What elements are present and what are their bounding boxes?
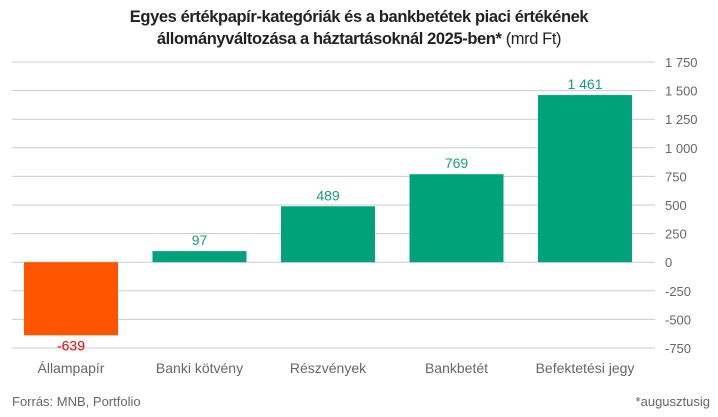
chart-title-main: állományváltozása a háztartásoknál 2025-… <box>156 30 502 48</box>
bar <box>538 95 632 263</box>
data-label: 489 <box>316 187 340 203</box>
y-tick-label: 1 000 <box>665 141 698 156</box>
y-tick-label: 500 <box>665 198 687 213</box>
y-tick-label: -750 <box>665 341 691 356</box>
y-tick-label: 750 <box>665 169 687 184</box>
data-label: 769 <box>445 155 469 171</box>
footnote: *augusztusig <box>635 394 710 409</box>
y-tick-label: 1 750 <box>665 55 698 70</box>
x-tick-label: Banki kötvény <box>156 360 243 376</box>
y-tick-label: 1 500 <box>665 84 698 99</box>
x-tick-label: Részvények <box>290 360 367 376</box>
bar <box>409 174 504 263</box>
chart-title-line2: állományváltozása a háztartásoknál 2025-… <box>0 30 718 49</box>
chart-title-unit: (mrd Ft) <box>505 30 562 48</box>
y-tick-label: 1 250 <box>665 112 698 127</box>
data-label: -639 <box>57 337 85 353</box>
bar <box>24 262 118 336</box>
source-note: Forrás: MNB, Portfolio <box>12 394 141 409</box>
bar <box>152 251 247 263</box>
y-tick-label: 0 <box>665 255 672 270</box>
x-tick-label: Állampapír <box>38 360 105 376</box>
x-tick-label: Befektetési jegy <box>536 360 635 376</box>
bar <box>281 206 375 263</box>
y-tick-label: -500 <box>665 312 691 327</box>
y-tick-label: -250 <box>665 284 691 299</box>
data-label: 1 461 <box>567 76 602 92</box>
data-label: 97 <box>192 232 208 248</box>
x-tick-label: Bankbetét <box>425 360 488 376</box>
y-tick-label: 250 <box>665 227 687 242</box>
chart-title-line1: Egyes értékpapír-kategóriák és a bankbet… <box>129 8 589 26</box>
